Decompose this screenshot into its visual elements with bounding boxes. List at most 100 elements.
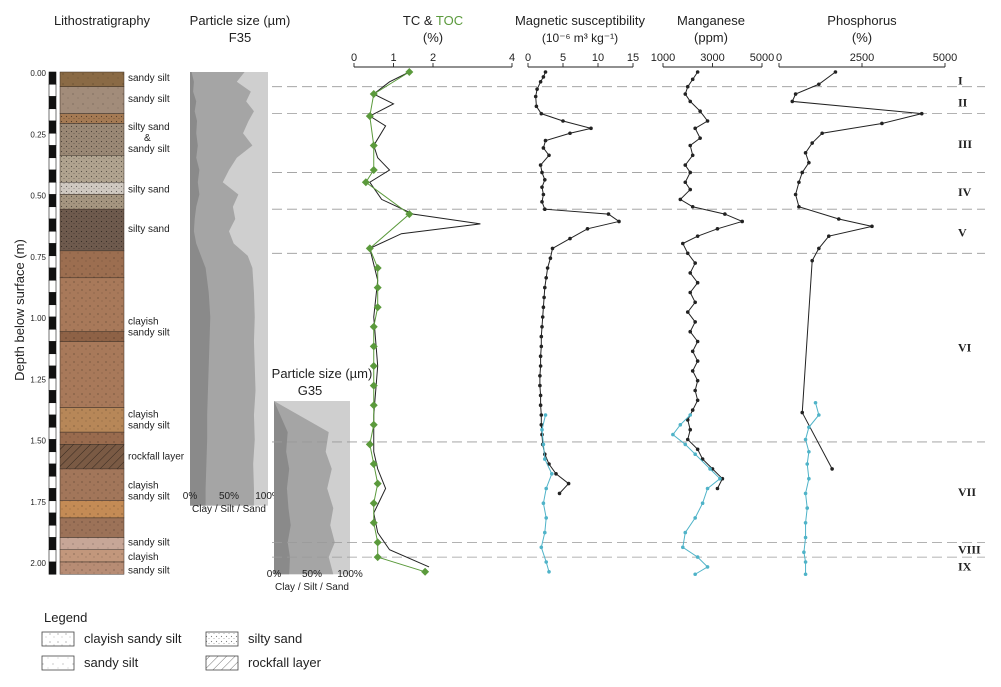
phosphorus-series-0-point — [817, 82, 821, 87]
magsus-series-1-point — [540, 427, 544, 432]
magsus-series-0-point — [538, 374, 542, 378]
toc-point — [369, 420, 378, 429]
magsus-tick-label-0: 0 — [525, 52, 531, 64]
depth-bar-seg-20 — [48, 316, 57, 330]
lith-side-label-4: silty sand — [128, 224, 170, 235]
magsus-series-0-point — [535, 87, 539, 91]
magsus-series-0-point — [538, 383, 542, 388]
manganese-series-1-point — [683, 442, 688, 447]
magsus-series-0-point — [533, 94, 538, 99]
depth-bar-seg-22 — [48, 341, 57, 355]
tc-title-part: TC & — [403, 13, 436, 28]
magsus-series-1-point — [543, 457, 547, 461]
magsus-series-0-point — [538, 354, 543, 359]
manganese-series-0-point — [690, 369, 695, 373]
toc-point — [369, 401, 378, 410]
depth-bar-seg-21 — [48, 328, 57, 342]
tc-toc-title: TC & TOC — [403, 13, 463, 28]
phosphorus-series-1-point — [803, 572, 808, 577]
lith-side-label-line: clayish — [128, 480, 159, 491]
tc-toc-series-0-line — [368, 71, 481, 568]
lith-side-label-line: silty sand — [128, 122, 170, 133]
depth-tick-0: 0.00 — [30, 69, 46, 78]
magsus-series-0-point — [550, 246, 555, 251]
lith-side-label-11: sandy silt — [128, 566, 170, 577]
magsus-series-1-point — [547, 570, 551, 574]
depth-bar-seg-34 — [48, 488, 57, 502]
phosphorus-title: Phosphorus — [827, 13, 897, 28]
manganese-series-0-point — [695, 398, 700, 403]
toc-point — [369, 342, 378, 351]
manganese-series-1-point — [708, 467, 712, 471]
phosphorus-series-0-point — [803, 151, 808, 155]
phosphorus-series-1-point — [817, 413, 821, 417]
toc-point — [369, 499, 378, 508]
lith-unit-pattern-0 — [60, 72, 124, 87]
phosphorus-series-1-point — [803, 521, 808, 525]
phosphorus-series-0-point — [810, 141, 814, 145]
magsus-series-0-point — [539, 413, 544, 417]
toc-point — [373, 264, 382, 272]
lith-unit-pattern-4 — [60, 155, 124, 183]
f35-subtitle: F35 — [229, 30, 251, 45]
zone-label-7: VIII — [958, 543, 981, 557]
lith-unit-pattern-20 — [60, 562, 124, 575]
manganese-series-0-point — [685, 310, 690, 314]
tc-toc-tick-label-0: 0 — [351, 52, 357, 64]
lith-side-label-8: clayish sandy silt — [128, 480, 170, 502]
phosphorus-series-0-point — [800, 170, 805, 175]
manganese-series-0-point — [690, 408, 695, 412]
manganese-series-0-point — [683, 180, 688, 185]
f35-xlabel: Clay / Silt / Sand — [192, 504, 266, 515]
manganese-series-1-point — [705, 565, 710, 569]
lith-side-label-line: silty sand — [128, 224, 170, 235]
manganese-tick-label-0: 1000 — [651, 52, 675, 64]
magsus-series-1-point — [544, 560, 548, 564]
lith-side-label-line: sandy silt — [128, 73, 170, 84]
phosphorus-series-0-point — [880, 121, 884, 126]
toc-point — [405, 210, 414, 219]
depth-bar-seg-4 — [48, 120, 57, 134]
magsus-title: Magnetic susceptibility — [515, 13, 646, 28]
manganese-series-1-point — [693, 516, 697, 520]
magsus-series-0-point — [543, 178, 547, 182]
phosphorus-series-1-point — [803, 535, 808, 540]
magsus-tick-label-1: 5 — [560, 52, 566, 64]
lith-side-label-2: silty sand & sandy silt — [128, 122, 170, 155]
phosphorus-series-0-point — [870, 224, 874, 229]
manganese-series-1-point — [683, 530, 688, 535]
lith-unit-pattern-14 — [60, 444, 124, 469]
legend-item-clayish: clayish sandy silt — [41, 631, 182, 647]
phosphorus-series-1-point — [807, 425, 811, 430]
manganese-series-0-point — [695, 70, 700, 74]
lith-side-label-line: rockfall layer — [128, 452, 185, 463]
magsus-series-1-point — [541, 442, 546, 447]
depth-tick-1: 0.25 — [30, 130, 46, 139]
magsus-series-0-point — [545, 266, 550, 270]
manganese-series-0-point — [683, 92, 688, 96]
phosphorus-series-1-point — [802, 550, 806, 554]
tc-toc-tick-label-1: 1 — [390, 52, 396, 64]
lith-side-label-line: sandy silt — [128, 537, 170, 548]
depth-bar-seg-39 — [48, 549, 57, 563]
manganese-series-0-point — [688, 271, 693, 275]
manganese-series-0-point — [695, 339, 700, 344]
magsus-series-0-point — [544, 276, 548, 280]
toc-point — [369, 460, 378, 468]
depth-bar-seg-28 — [48, 414, 57, 428]
lith-unit-pattern-2 — [60, 113, 124, 124]
depth-bar-seg-10 — [48, 194, 57, 208]
phosphorus-series-1-point — [803, 437, 808, 442]
g35-clay — [274, 401, 291, 575]
lith-unit-pattern-6 — [60, 194, 124, 210]
magsus-series-0-point — [541, 75, 546, 79]
lith-unit-pattern-11 — [60, 341, 124, 408]
phosphorus-series-1-point — [807, 476, 811, 481]
lith-unit-pattern-5 — [60, 182, 124, 195]
depth-bar-seg-24 — [48, 365, 57, 379]
g35-tick-2: 100% — [337, 569, 363, 580]
manganese-series-0-point — [698, 109, 702, 113]
magsus-series-0-point — [538, 80, 543, 84]
legend-item-rockfall: rockfall layer — [205, 655, 322, 671]
depth-tick-6: 1.50 — [30, 437, 46, 446]
